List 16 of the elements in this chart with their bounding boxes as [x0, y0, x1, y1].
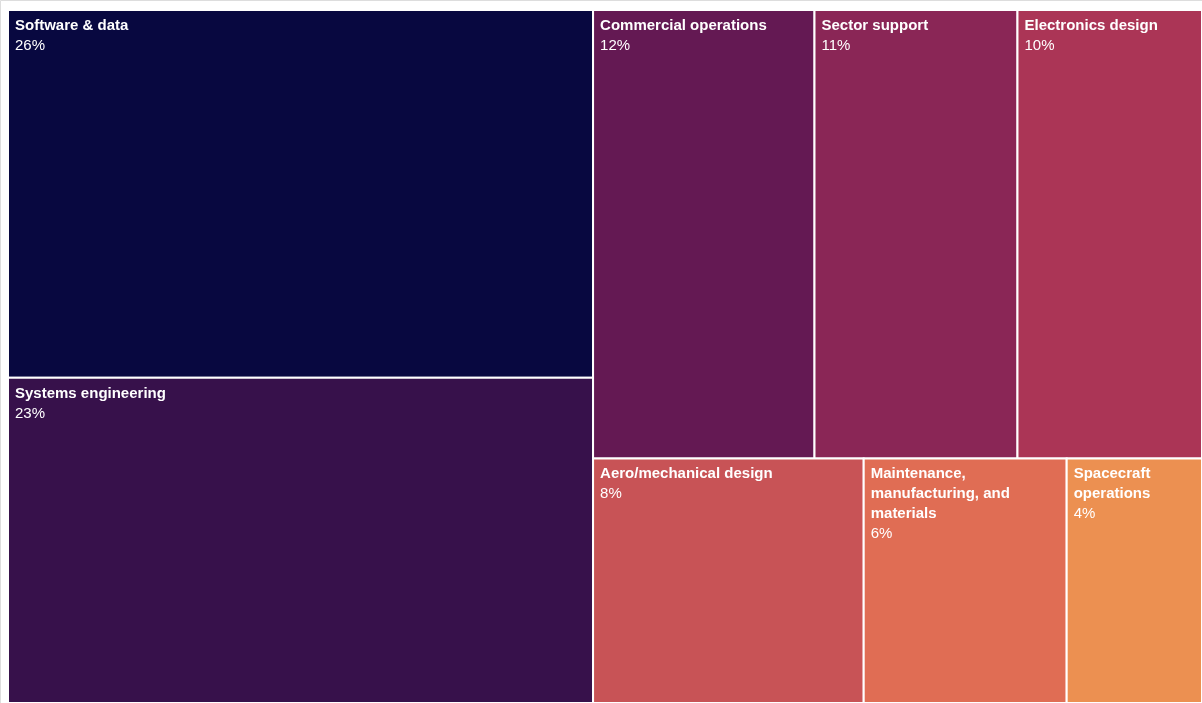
data-label: 26%: [15, 36, 46, 53]
category-label: Commercial operations: [600, 16, 767, 33]
category-label: Spacecraft operations: [1073, 464, 1151, 502]
category-label: Maintenance, manufacturing, and materials: [870, 464, 1010, 522]
data-label: 8%: [600, 484, 622, 502]
category-label: Software & data: [15, 16, 130, 33]
data-label: 12%: [600, 36, 631, 53]
category-label: Aero/mechanical design: [600, 464, 773, 482]
data-label: 23%: [15, 403, 46, 421]
category-label: Sector support: [821, 16, 929, 33]
data-label: 11%: [821, 36, 851, 53]
category-label: Electronics design: [1024, 16, 1158, 33]
data-label: 4%: [1073, 504, 1096, 522]
data-label: 10%: [1024, 36, 1055, 53]
category-label: Systems engineering: [15, 383, 166, 401]
data-label: 6%: [870, 524, 893, 542]
